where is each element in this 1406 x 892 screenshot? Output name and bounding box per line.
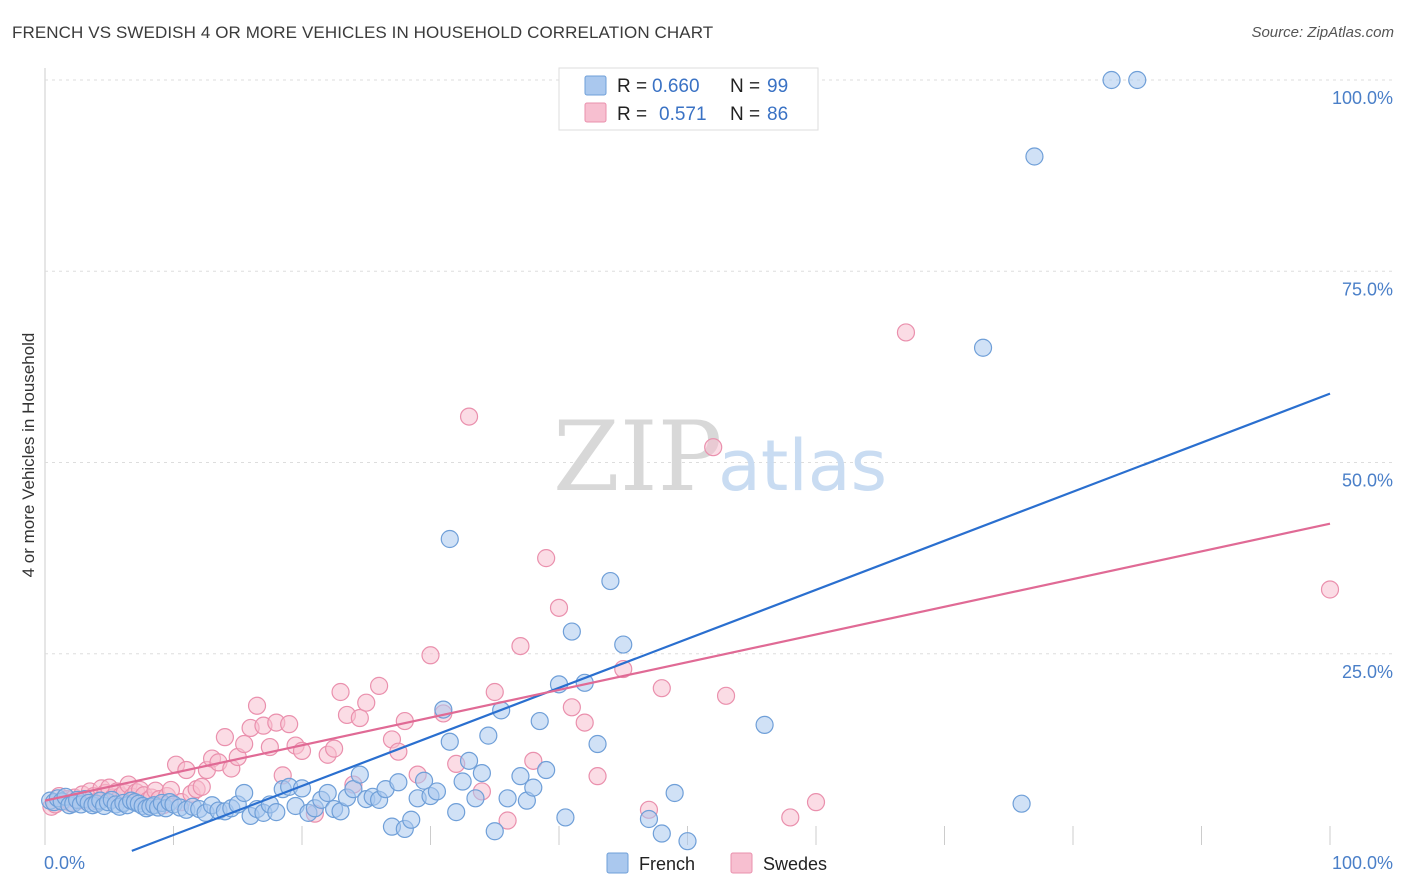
swedes-point — [350, 708, 369, 728]
french-point — [652, 824, 671, 843]
bottom-legend-swatch-swedes — [730, 852, 753, 874]
legend-r-label-french: R = — [617, 76, 647, 97]
legend-n-value-swedes: 86 — [767, 104, 788, 125]
french-point — [511, 767, 530, 786]
french-point — [614, 635, 633, 654]
bottom-legend: French Swedes — [606, 852, 827, 874]
french-point — [267, 803, 286, 822]
y-axis-label: 4 or more Vehicles in Household — [19, 333, 38, 578]
swedes-point — [235, 734, 254, 754]
swedes-point — [485, 682, 504, 702]
french-point — [537, 760, 556, 780]
y-axis-tick-labels: 25.0% 50.0% 75.0% 100.0% — [1332, 88, 1393, 682]
swedes-point — [562, 698, 581, 717]
french-point — [524, 778, 543, 797]
swedes-point — [652, 679, 671, 698]
chart-title: FRENCH VS SWEDISH 4 OR MORE VEHICLES IN … — [12, 23, 714, 42]
french-point — [639, 809, 659, 829]
swedes-points — [42, 323, 1340, 830]
french-point — [235, 783, 254, 803]
legend-r-label-swedes: R = — [617, 104, 647, 125]
french-point — [1102, 70, 1121, 90]
bottom-legend-label-swedes: Swedes — [763, 854, 827, 874]
swedes-point — [549, 598, 569, 617]
swedes-point — [459, 407, 479, 426]
swedes-point — [357, 693, 376, 712]
french-point — [350, 765, 369, 784]
french-point — [1025, 147, 1044, 166]
swedes-point — [511, 636, 530, 656]
swedes-point — [421, 646, 440, 665]
legend-box: R = 0.660 N = 99 R = 0.571 N = 86 — [558, 67, 819, 131]
legend-n-label-swedes: N = — [730, 104, 760, 125]
legend-swatch-swedes — [584, 102, 607, 123]
swedes-point — [896, 323, 916, 342]
french-point — [1012, 794, 1031, 813]
french-points — [41, 70, 1147, 851]
french-point — [459, 751, 479, 770]
y-tick-label: 75.0% — [1342, 279, 1393, 299]
french-point — [414, 771, 434, 790]
swedes-point — [588, 767, 607, 786]
french-point — [562, 622, 581, 641]
swedes-point — [524, 751, 543, 770]
swedes-point — [781, 808, 800, 827]
swedes-point — [247, 696, 267, 715]
french-point — [678, 832, 697, 851]
french-point — [556, 808, 575, 827]
french-point — [440, 529, 459, 549]
swedes-point — [280, 715, 299, 734]
french-point — [485, 822, 504, 841]
legend-n-value-french: 99 — [767, 76, 788, 97]
french-point — [1128, 70, 1147, 90]
swedes-point — [537, 549, 556, 568]
french-point — [973, 338, 993, 357]
source-label: Source: ZipAtlas.com — [1251, 24, 1394, 41]
french-point — [479, 726, 498, 745]
y-tick-label: 25.0% — [1342, 662, 1393, 682]
swedes-point — [215, 728, 234, 747]
french-point — [472, 763, 491, 783]
french-point — [427, 782, 447, 801]
x-tick-label-min: 0.0% — [44, 853, 85, 873]
french-point — [588, 734, 607, 754]
swedes-point — [704, 438, 723, 457]
swedes-point — [498, 811, 517, 830]
x-tick-label-max: 100.0% — [1332, 853, 1393, 873]
swedes-point — [806, 793, 826, 812]
y-tick-label: 100.0% — [1332, 88, 1393, 108]
swedes-point — [370, 676, 389, 695]
french-trend-line — [131, 392, 1331, 852]
swedes-point — [331, 682, 350, 702]
french-point — [402, 810, 421, 829]
y-tick-label: 50.0% — [1342, 471, 1393, 491]
swedes-point — [192, 777, 211, 796]
legend-n-label-french: N = — [730, 76, 760, 97]
french-point — [530, 711, 549, 731]
french-point — [453, 772, 472, 791]
bottom-legend-label-french: French — [639, 854, 695, 874]
legend-swatch-french — [584, 75, 607, 96]
french-point — [755, 715, 774, 734]
french-point — [601, 571, 620, 591]
swedes-point — [575, 713, 594, 732]
french-point — [440, 732, 459, 751]
swedes-trend-line — [44, 522, 1331, 802]
watermark-zip: ZIP — [553, 401, 722, 513]
french-point — [389, 773, 408, 792]
french-point — [665, 783, 684, 803]
swedes-point — [1320, 580, 1340, 599]
legend-r-value-french: 0.660 — [652, 76, 700, 97]
french-point — [466, 789, 485, 808]
swedes-point — [325, 739, 344, 758]
french-point — [318, 783, 337, 803]
watermark-atlas: atlas — [718, 425, 887, 507]
legend-r-value-swedes: 0.571 — [659, 104, 707, 125]
swedes-point — [716, 686, 736, 705]
french-point — [498, 789, 517, 808]
bottom-legend-swatch-french — [606, 852, 629, 874]
french-point — [447, 803, 466, 822]
